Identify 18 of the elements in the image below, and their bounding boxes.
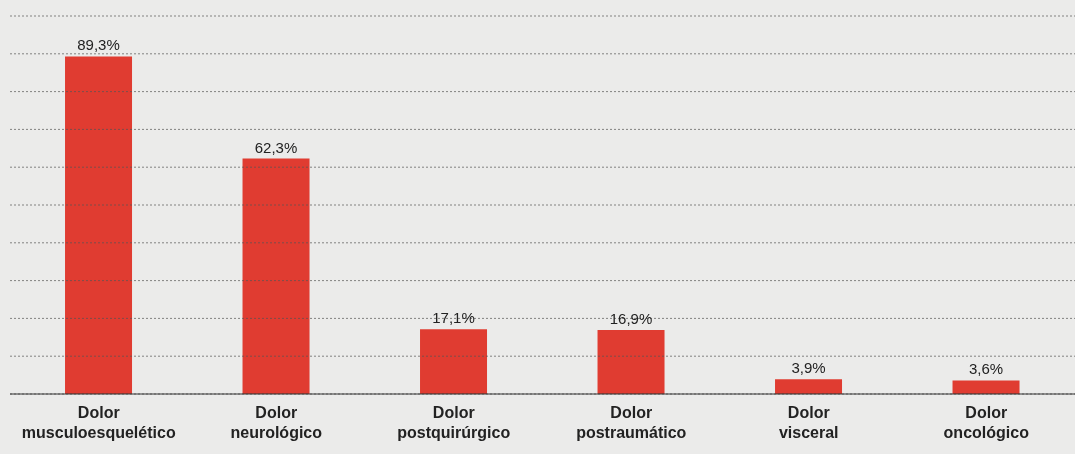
data-label: 62,3% [254,138,298,156]
bar [775,379,843,394]
bar [952,380,1020,394]
x-tick-label: Dolor neurológico [230,404,323,441]
bar [65,56,133,394]
data-label: 16,9% [609,310,653,328]
data-label: 3,6% [968,360,1004,378]
x-tick-label: Dolor visceral [778,404,839,441]
x-tick-label: Dolor musculoesquelético [21,404,176,441]
x-tick-label: Dolor oncológico [943,404,1030,441]
data-label: 89,3% [77,36,120,54]
bar [420,329,488,394]
bar [242,158,310,394]
bar [597,330,665,394]
x-tick-label: Dolor postquirúrgico [397,404,511,441]
data-label: 17,1% [432,309,475,327]
x-tick-label: Dolor postraumático [576,404,687,441]
data-label: 3,9% [791,359,826,377]
